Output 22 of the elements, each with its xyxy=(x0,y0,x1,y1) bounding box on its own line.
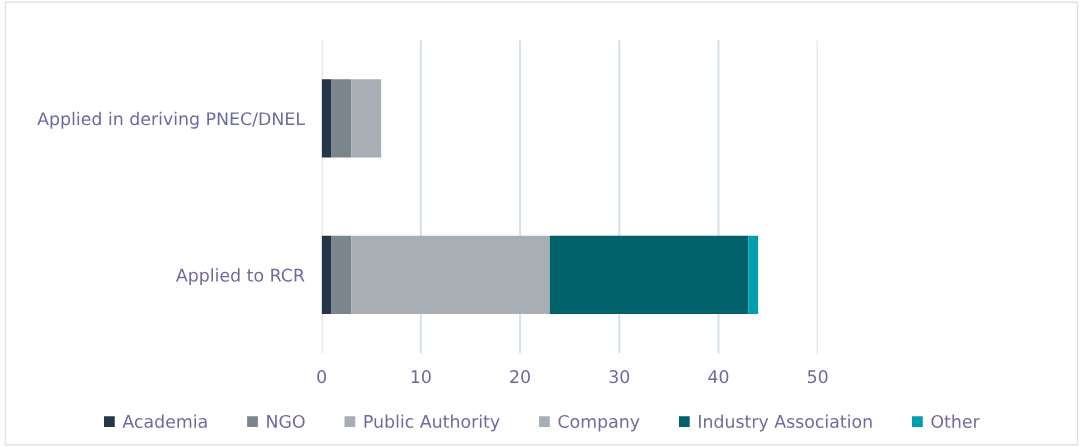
bar xyxy=(331,79,352,158)
y-tick-label: Applied to RCR xyxy=(176,268,305,286)
x-tick-label: 20 xyxy=(510,370,530,384)
x-tick-label: 30 xyxy=(609,370,630,384)
legend-label: Academia xyxy=(122,414,207,429)
legend-label: Industry Association xyxy=(699,414,872,432)
legend-label: Public Authority xyxy=(364,414,500,432)
bar xyxy=(748,235,759,315)
bar xyxy=(321,235,332,315)
x-tick-label: 10 xyxy=(411,370,431,384)
legend-label: Company xyxy=(558,414,640,432)
bar xyxy=(351,79,382,158)
x-tick-label: 50 xyxy=(807,370,828,384)
legend-label: Other xyxy=(931,414,980,429)
x-tick-label: 0 xyxy=(317,370,327,384)
legend-label: NGO xyxy=(267,414,305,429)
y-tick-label: Applied in deriving PNEC/DNEL xyxy=(37,111,305,129)
bar xyxy=(321,79,332,158)
bar xyxy=(549,235,749,315)
bar xyxy=(331,235,352,315)
x-tick-label: 40 xyxy=(708,370,729,384)
bar xyxy=(351,235,550,315)
